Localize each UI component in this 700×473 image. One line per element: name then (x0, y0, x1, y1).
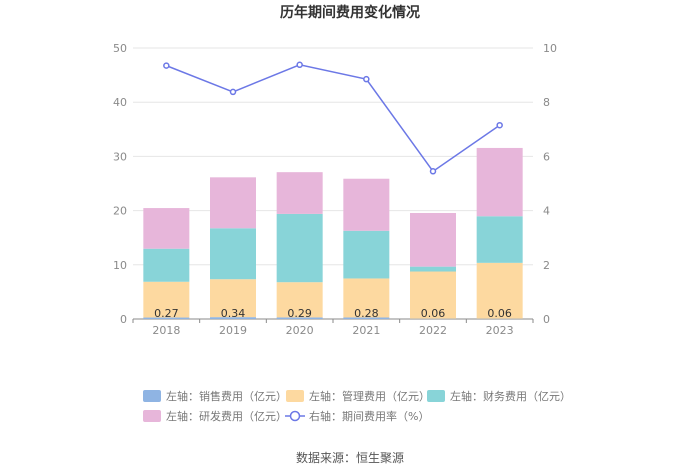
y-left-tick-label: 30 (113, 150, 127, 163)
x-tick-label: 2018 (152, 324, 180, 337)
legend: 左轴：销售费用（亿元） 左轴：管理费用（亿元） 左轴：财务费用（亿元） 左轴：研发费用… (143, 389, 571, 423)
bar-segment (343, 278, 390, 318)
bar-segment (410, 271, 456, 319)
bar-data-label: 0.29 (287, 307, 312, 320)
bar-labels: 0.27 0.34 0.29 0.28 0.06 0.06 (154, 307, 512, 320)
y-left-tick-label: 40 (113, 96, 127, 109)
bar-segment (210, 228, 256, 280)
legend-label: 右轴：期间费用率（%） (309, 409, 429, 423)
bars (143, 147, 523, 319)
y-right-tick-label: 10 (543, 42, 557, 55)
bar-segment (410, 266, 456, 272)
legend-swatch (286, 390, 304, 402)
bar-segment (476, 262, 523, 319)
rate-point (429, 168, 437, 175)
legend-swatch (143, 410, 161, 422)
legend-label: 左轴：销售费用（亿元） (166, 389, 287, 403)
bar-data-label: 0.06 (421, 307, 446, 320)
x-tick-label: 2020 (286, 324, 314, 337)
bar-segment (276, 317, 323, 319)
legend-label: 左轴：研发费用（亿元） (166, 409, 287, 423)
x-tick-label: 2023 (486, 324, 514, 337)
rate-point (363, 75, 370, 83)
legend-label: 左轴：管理费用（亿元） (309, 389, 430, 403)
rate-line-path (166, 64, 501, 173)
x-tick-label: 2022 (419, 324, 447, 337)
bar-segment (143, 317, 190, 319)
bar-segment (410, 212, 456, 267)
x-tick-label: 2021 (352, 324, 380, 337)
x-tick-label: 2019 (219, 324, 247, 337)
y-right-tick-label: 6 (543, 150, 550, 163)
bar-data-label: 0.27 (154, 307, 179, 320)
rate-line (163, 61, 503, 175)
bar-segment (210, 279, 256, 318)
bar-segment (343, 178, 390, 231)
y-right-tick-label: 4 (543, 205, 550, 218)
legend-line-marker (289, 410, 301, 422)
grid-lines (133, 47, 533, 266)
legend-label: 左轴：财务费用（亿元） (450, 389, 571, 403)
rate-point (163, 62, 170, 69)
source-note: 数据来源：恒生聚源 (296, 450, 404, 465)
bar-segment (343, 317, 390, 319)
bar-segment (143, 208, 190, 249)
y-left-tick-label: 20 (113, 205, 127, 218)
bar-segment (143, 281, 190, 318)
bar-data-label: 0.34 (221, 307, 246, 320)
bar-segment (143, 248, 190, 282)
y-right-tick-label: 8 (543, 96, 550, 109)
y-left-tick-label: 50 (113, 42, 127, 55)
rate-point (496, 121, 503, 129)
bar-segment (210, 317, 256, 319)
rate-point (296, 61, 303, 69)
y-left-tick-label: 0 (120, 313, 127, 326)
bar-segment (276, 282, 323, 318)
y-left-tick-label: 10 (113, 259, 127, 272)
bar-segment (476, 147, 523, 217)
chart-title: 历年期间费用变化情况 (280, 4, 420, 21)
bar-segment (276, 172, 323, 214)
bar-segment (210, 177, 256, 229)
bar-data-label: 0.06 (487, 307, 512, 320)
bar-segment (343, 230, 390, 279)
legend-swatch (427, 390, 445, 402)
bar-segment (476, 216, 523, 263)
y-right-tick-label: 2 (543, 259, 550, 272)
y-right-tick-label: 0 (543, 313, 550, 326)
legend-swatch (143, 390, 161, 402)
rate-point (229, 88, 237, 96)
axes: 0 10 20 30 40 50 0 2 4 6 8 10 2018 2019 2020 2021 2022 20… (113, 42, 557, 337)
bar-data-label: 0.28 (354, 307, 379, 320)
bar-segment (276, 213, 323, 283)
